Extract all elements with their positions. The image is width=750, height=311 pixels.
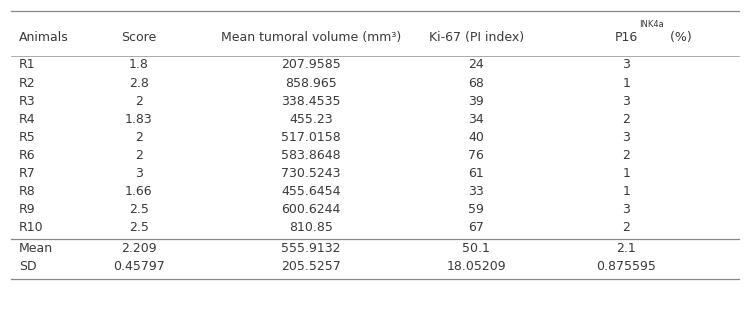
Text: P16: P16 xyxy=(615,31,638,44)
Text: 39: 39 xyxy=(468,95,484,108)
Text: R9: R9 xyxy=(19,203,35,216)
Text: 555.9132: 555.9132 xyxy=(281,242,341,255)
Text: R8: R8 xyxy=(19,185,35,198)
Text: 40: 40 xyxy=(468,131,484,144)
Text: 1.83: 1.83 xyxy=(124,113,153,126)
Text: 2: 2 xyxy=(622,149,630,162)
Text: R2: R2 xyxy=(19,77,35,90)
Text: 2: 2 xyxy=(622,221,630,234)
Text: 2.209: 2.209 xyxy=(121,242,157,255)
Text: 24: 24 xyxy=(468,58,484,72)
Text: 338.4535: 338.4535 xyxy=(281,95,341,108)
Text: 3: 3 xyxy=(622,131,630,144)
Text: 600.6244: 600.6244 xyxy=(281,203,341,216)
Text: 3: 3 xyxy=(622,203,630,216)
Text: 0.875595: 0.875595 xyxy=(596,260,656,273)
Text: 205.5257: 205.5257 xyxy=(281,260,341,273)
Text: 3: 3 xyxy=(622,95,630,108)
Text: Animals: Animals xyxy=(19,31,68,44)
Text: 1: 1 xyxy=(622,167,630,180)
Text: INK4a: INK4a xyxy=(639,21,664,29)
Text: Ki-67 (PI index): Ki-67 (PI index) xyxy=(429,31,524,44)
Text: (%): (%) xyxy=(666,31,692,44)
Text: R10: R10 xyxy=(19,221,44,234)
Text: 2.8: 2.8 xyxy=(129,77,149,90)
Text: 207.9585: 207.9585 xyxy=(281,58,341,72)
Text: 1: 1 xyxy=(622,185,630,198)
Text: 455.6454: 455.6454 xyxy=(281,185,341,198)
Text: 2: 2 xyxy=(622,113,630,126)
Text: 455.23: 455.23 xyxy=(290,113,333,126)
Text: 583.8648: 583.8648 xyxy=(281,149,341,162)
Text: Mean tumoral volume (mm³): Mean tumoral volume (mm³) xyxy=(221,31,401,44)
Text: R7: R7 xyxy=(19,167,35,180)
Text: 2: 2 xyxy=(135,95,142,108)
Text: R6: R6 xyxy=(19,149,35,162)
Text: 50.1: 50.1 xyxy=(462,242,490,255)
Text: 68: 68 xyxy=(468,77,484,90)
Text: 858.965: 858.965 xyxy=(285,77,338,90)
Text: 67: 67 xyxy=(468,221,484,234)
Text: 1.8: 1.8 xyxy=(129,58,149,72)
Text: R5: R5 xyxy=(19,131,35,144)
Text: 2.5: 2.5 xyxy=(129,221,149,234)
Text: R3: R3 xyxy=(19,95,35,108)
Text: 2: 2 xyxy=(135,131,142,144)
Text: 1.66: 1.66 xyxy=(125,185,152,198)
Text: R1: R1 xyxy=(19,58,35,72)
Text: Mean: Mean xyxy=(19,242,53,255)
Text: 2.5: 2.5 xyxy=(129,203,149,216)
Text: 0.45797: 0.45797 xyxy=(112,260,165,273)
Text: 3: 3 xyxy=(622,58,630,72)
Text: 76: 76 xyxy=(468,149,484,162)
Text: R4: R4 xyxy=(19,113,35,126)
Text: 59: 59 xyxy=(468,203,484,216)
Text: 2.1: 2.1 xyxy=(616,242,636,255)
Text: 18.05209: 18.05209 xyxy=(446,260,506,273)
Text: 810.85: 810.85 xyxy=(290,221,333,234)
Text: 730.5243: 730.5243 xyxy=(281,167,341,180)
Text: 61: 61 xyxy=(468,167,484,180)
Text: 34: 34 xyxy=(468,113,484,126)
Text: 1: 1 xyxy=(622,77,630,90)
Text: 33: 33 xyxy=(468,185,484,198)
Text: Score: Score xyxy=(122,31,156,44)
Text: 517.0158: 517.0158 xyxy=(281,131,341,144)
Text: 2: 2 xyxy=(135,149,142,162)
Text: SD: SD xyxy=(19,260,36,273)
Text: 3: 3 xyxy=(135,167,142,180)
